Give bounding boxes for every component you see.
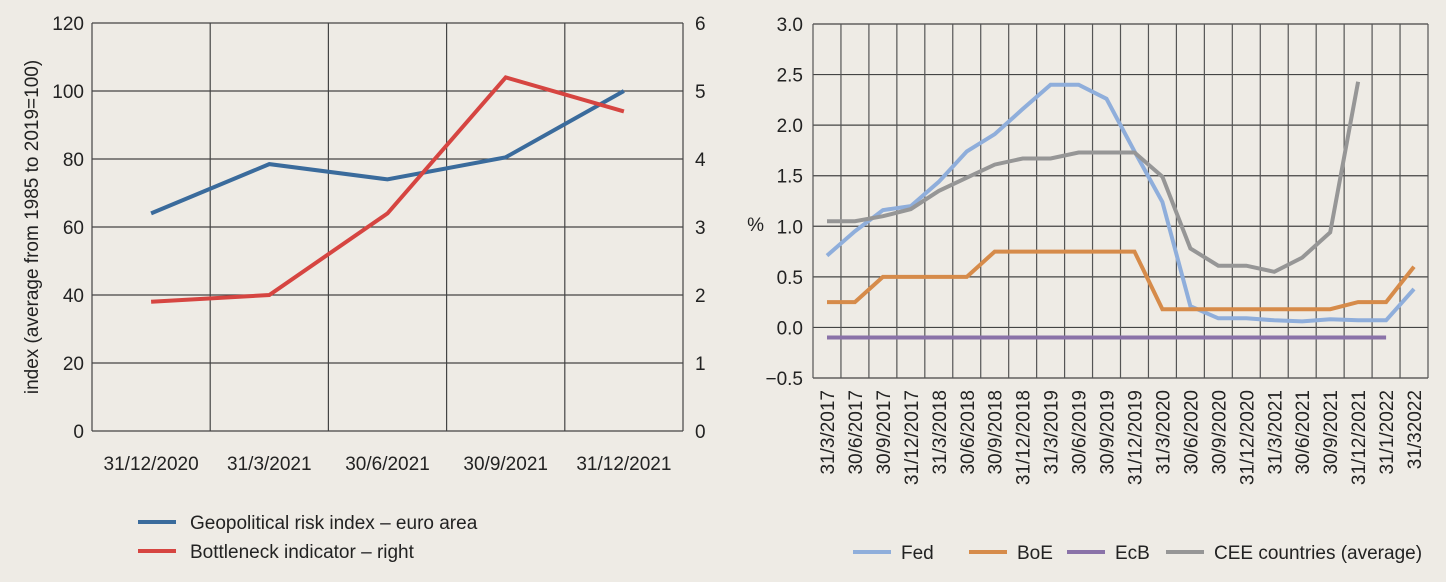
series-line-cee bbox=[827, 81, 1361, 274]
legend-label: EcB bbox=[1115, 543, 1150, 564]
y-tick-label: 2.0 bbox=[777, 116, 803, 137]
x-tick-label: 31/12/2019 bbox=[1126, 390, 1147, 485]
x-tick-label: 30/6/2021 bbox=[345, 454, 430, 475]
y-tick-label: 0 bbox=[73, 422, 84, 443]
x-tick-label: 30/9/2017 bbox=[874, 390, 895, 475]
x-tick-label: 30/6/2020 bbox=[1181, 390, 1202, 475]
x-tick-label: 31/3/2018 bbox=[930, 390, 951, 475]
x-tick-label: 30/9/2021 bbox=[1321, 390, 1342, 475]
y-tick-label: 120 bbox=[52, 14, 84, 35]
y-tick-label-right: 0 bbox=[695, 422, 706, 443]
legend-label: CEE countries (average) bbox=[1214, 543, 1422, 564]
series-line-fed bbox=[825, 82, 1416, 324]
y-tick-label: 40 bbox=[63, 286, 84, 307]
x-tick-label: 31/3/2021 bbox=[227, 454, 312, 475]
x-tick-label: 30/9/2019 bbox=[1098, 390, 1119, 475]
legend-label: Bottleneck indicator – right bbox=[190, 542, 415, 563]
y-tick-label: 60 bbox=[63, 218, 84, 239]
x-tick-label: 31/32022 bbox=[1405, 390, 1426, 469]
y-tick-label: 0.0 bbox=[777, 318, 803, 339]
series-line-boe bbox=[827, 249, 1416, 312]
legend-label: BoE bbox=[1017, 543, 1053, 564]
left-y-axis-label: index (average from 1985 to 2019=100) bbox=[22, 60, 43, 394]
y-tick-label: 3.0 bbox=[777, 15, 803, 36]
x-tick-label: 30/6/2018 bbox=[958, 390, 979, 475]
x-tick-label: 31/12/2017 bbox=[902, 390, 923, 485]
right-y-axis-label: % bbox=[747, 215, 764, 236]
x-tick-label: 30/6/2021 bbox=[1293, 390, 1314, 475]
right-series-lines bbox=[825, 81, 1416, 340]
x-tick-label: 31/12/2021 bbox=[576, 454, 671, 475]
left-chart: 0 20 40 60 80 100 120 0 1 2 3 4 5 6 31/12/2020 31/3/2… bbox=[22, 14, 706, 563]
x-tick-label: 31/12/2020 bbox=[1237, 390, 1258, 485]
right-legend: Fed BoE EcB CEE countries (average) bbox=[853, 543, 1422, 564]
left-x-ticks: 31/12/2020 31/3/2021 30/6/2021 30/9/2021 31/… bbox=[104, 454, 672, 475]
x-tick-label: 30/9/2018 bbox=[986, 390, 1007, 475]
x-tick-label: 31/3/2017 bbox=[818, 390, 839, 475]
left-grid bbox=[91, 22, 684, 432]
series-line-1 bbox=[150, 75, 625, 304]
x-tick-label: 31/12/2021 bbox=[1349, 390, 1370, 485]
y-tick-label: −0.5 bbox=[765, 369, 803, 390]
y-tick-label-right: 3 bbox=[695, 218, 706, 239]
right-chart: −0.5 0.0 0.5 1.0 1.5 2.0 2.5 3.0 31/3/2017 30/6/… bbox=[747, 15, 1429, 564]
y-tick-label: 100 bbox=[52, 82, 84, 103]
left-series-lines bbox=[150, 75, 625, 304]
y-tick-label-right: 6 bbox=[695, 14, 706, 35]
x-tick-label: 31/1/2022 bbox=[1377, 390, 1398, 475]
y-tick-label-right: 5 bbox=[695, 82, 706, 103]
y-tick-label: 0.5 bbox=[777, 268, 803, 289]
x-tick-label: 30/9/2021 bbox=[463, 454, 548, 475]
y-tick-label-right: 4 bbox=[695, 150, 706, 171]
x-tick-label: 30/6/2019 bbox=[1070, 390, 1091, 475]
right-x-ticks: 31/3/2017 30/6/2017 30/9/2017 31/12/2017 31/… bbox=[818, 390, 1426, 485]
left-y-ticks: 0 20 40 60 80 100 120 bbox=[52, 14, 84, 443]
series-line-0 bbox=[150, 89, 625, 216]
y-tick-label: 1.5 bbox=[777, 167, 803, 188]
x-tick-label: 31/3/2020 bbox=[1153, 390, 1174, 475]
y-tick-label-right: 2 bbox=[695, 286, 706, 307]
x-tick-label: 31/12/2018 bbox=[1014, 390, 1035, 485]
left-y-ticks-right: 0 1 2 3 4 5 6 bbox=[695, 14, 706, 443]
left-legend: Geopolitical risk index – euro area Bottl… bbox=[138, 513, 478, 563]
x-tick-label: 31/12/2020 bbox=[104, 454, 199, 475]
legend-label: Fed bbox=[901, 543, 934, 564]
y-tick-label-right: 1 bbox=[695, 354, 706, 375]
legend-label: Geopolitical risk index – euro area bbox=[190, 513, 478, 534]
x-tick-label: 30/9/2020 bbox=[1209, 390, 1230, 475]
x-tick-label: 31/3/2019 bbox=[1042, 390, 1063, 475]
y-tick-label: 20 bbox=[63, 354, 84, 375]
x-tick-label: 30/6/2017 bbox=[846, 390, 867, 475]
y-tick-label: 2.5 bbox=[777, 66, 803, 87]
y-tick-label: 80 bbox=[63, 150, 84, 171]
y-tick-label: 1.0 bbox=[777, 217, 803, 238]
x-tick-label: 31/3/2021 bbox=[1265, 390, 1286, 475]
right-y-ticks: −0.5 0.0 0.5 1.0 1.5 2.0 2.5 3.0 bbox=[765, 15, 803, 390]
